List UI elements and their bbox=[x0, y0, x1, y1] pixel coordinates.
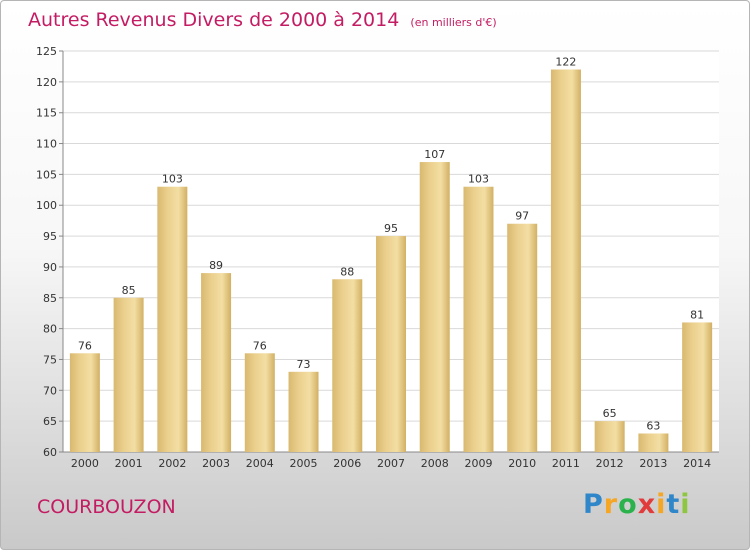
chart-title: Autres Revenus Divers de 2000 à 2014 bbox=[28, 9, 400, 31]
bar bbox=[550, 69, 581, 452]
y-tick-label: 80 bbox=[43, 323, 57, 336]
data-label: 89 bbox=[209, 259, 223, 272]
x-tick-label: 2011 bbox=[552, 457, 580, 470]
data-label: 103 bbox=[162, 173, 183, 186]
logo-letter: i bbox=[680, 489, 691, 520]
y-tick-label: 110 bbox=[36, 138, 57, 151]
title-row: Autres Revenus Divers de 2000 à 2014 (en… bbox=[28, 9, 497, 31]
city-name: COURBOUZON bbox=[37, 496, 176, 518]
x-tick-label: 2000 bbox=[71, 457, 99, 470]
data-label: 65 bbox=[603, 407, 617, 420]
y-tick-label: 115 bbox=[36, 107, 57, 120]
y-tick-label: 100 bbox=[36, 199, 57, 212]
data-label: 81 bbox=[690, 308, 704, 321]
x-tick-label: 2012 bbox=[596, 457, 624, 470]
y-tick-label: 70 bbox=[43, 384, 57, 397]
bar bbox=[507, 223, 538, 452]
bar bbox=[419, 162, 450, 453]
y-tick-label: 125 bbox=[36, 45, 57, 58]
data-label: 73 bbox=[297, 358, 311, 371]
x-tick-label: 2001 bbox=[115, 457, 143, 470]
logo-letter: o bbox=[618, 489, 638, 520]
x-tick-label: 2008 bbox=[421, 457, 449, 470]
y-tick-label: 90 bbox=[43, 261, 57, 274]
y-tick-label: 95 bbox=[43, 230, 57, 243]
x-tick-label: 2009 bbox=[464, 457, 492, 470]
logo-letter: x bbox=[637, 489, 657, 520]
bar bbox=[244, 353, 275, 452]
x-tick-label: 2010 bbox=[508, 457, 536, 470]
bar bbox=[113, 297, 144, 452]
data-label: 76 bbox=[78, 339, 92, 352]
bar bbox=[288, 371, 319, 452]
data-label: 63 bbox=[646, 419, 660, 432]
bar bbox=[332, 279, 363, 452]
y-tick-label: 75 bbox=[43, 353, 57, 366]
proxiti-logo: Proxiti bbox=[583, 489, 691, 520]
bar bbox=[682, 322, 713, 452]
logo-letter: t bbox=[666, 489, 681, 520]
x-tick-label: 2006 bbox=[333, 457, 361, 470]
data-label: 88 bbox=[340, 265, 354, 278]
y-tick-label: 85 bbox=[43, 292, 57, 305]
y-tick-label: 105 bbox=[36, 168, 57, 181]
x-tick-label: 2007 bbox=[377, 457, 405, 470]
x-tick-label: 2014 bbox=[683, 457, 711, 470]
data-label: 107 bbox=[424, 148, 445, 161]
data-label: 76 bbox=[253, 339, 267, 352]
logo-letter: r bbox=[603, 489, 619, 520]
bar bbox=[638, 433, 669, 452]
x-tick-label: 2013 bbox=[639, 457, 667, 470]
x-tick-label: 2005 bbox=[290, 457, 318, 470]
logo-letter: i bbox=[656, 489, 667, 520]
data-label: 103 bbox=[468, 173, 489, 186]
x-tick-label: 2002 bbox=[158, 457, 186, 470]
data-label: 97 bbox=[515, 210, 529, 223]
bar bbox=[594, 421, 625, 452]
bar bbox=[201, 273, 232, 452]
data-label: 85 bbox=[122, 284, 136, 297]
chart-unit: (en milliers d'€) bbox=[410, 16, 497, 29]
x-tick-label: 2003 bbox=[202, 457, 230, 470]
y-tick-label: 65 bbox=[43, 415, 57, 428]
bar bbox=[157, 186, 188, 452]
logo-letter: P bbox=[583, 489, 604, 520]
bar bbox=[376, 236, 406, 452]
data-label: 122 bbox=[555, 56, 576, 69]
y-tick-label: 120 bbox=[36, 76, 57, 89]
y-tick-label: 60 bbox=[43, 446, 57, 459]
data-label: 95 bbox=[384, 222, 398, 235]
bar bbox=[69, 353, 100, 452]
x-tick-label: 2004 bbox=[246, 457, 274, 470]
bar bbox=[463, 186, 494, 452]
